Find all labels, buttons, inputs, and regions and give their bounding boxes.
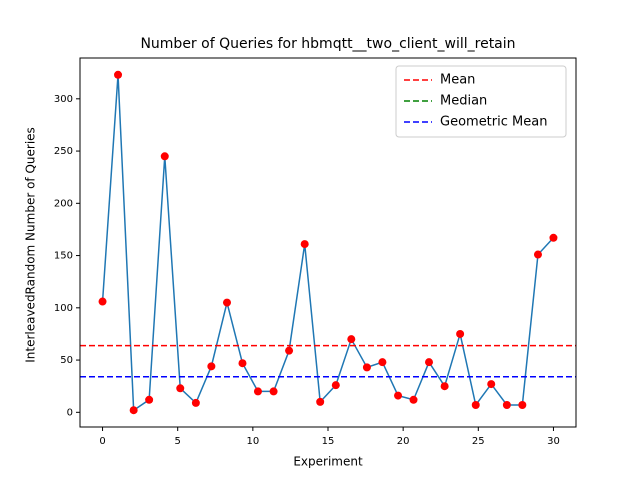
x-tick-label: 15 [322, 436, 335, 447]
data-point [487, 380, 496, 389]
y-tick-label: 300 [54, 94, 73, 105]
legend-box [395, 65, 567, 138]
data-point [129, 406, 138, 415]
data-point [331, 381, 340, 390]
data-point [378, 358, 387, 367]
data-point [471, 401, 480, 410]
chart-title: Number of Queries for hbmqtt__two_client… [140, 36, 515, 52]
data-point [362, 363, 371, 372]
y-tick-label: 250 [54, 146, 73, 157]
data-point [253, 387, 262, 396]
legend-label: Geometric Mean [440, 115, 547, 130]
data-point [98, 297, 107, 306]
y-tick-label: 150 [54, 251, 73, 262]
data-point [533, 250, 542, 259]
data-point [176, 384, 185, 393]
y-tick-label: 50 [60, 355, 73, 366]
x-axis-label: Experiment [293, 455, 363, 469]
x-tick-label: 20 [397, 436, 410, 447]
legend-label: Mean [440, 73, 475, 88]
data-point [316, 397, 325, 406]
data-point [222, 298, 231, 307]
x-tick-label: 25 [472, 436, 485, 447]
data-point [285, 346, 294, 355]
y-tick-label: 200 [54, 198, 73, 209]
data-point [518, 401, 527, 410]
y-tick-label: 0 [67, 407, 73, 418]
data-point [456, 329, 465, 338]
data-point [238, 359, 247, 368]
data-point [191, 398, 200, 407]
data-point [145, 395, 154, 404]
data-point [269, 387, 278, 396]
data-point [425, 358, 434, 367]
x-tick-label: 0 [99, 436, 105, 447]
data-point [300, 240, 309, 249]
data-point [502, 401, 511, 410]
data-point [440, 382, 449, 391]
data-point [409, 395, 418, 404]
data-point [394, 391, 403, 400]
data-point [347, 335, 356, 344]
y-axis-label: InterleavedRandom Number of Queries [24, 127, 38, 363]
data-point [114, 70, 123, 79]
x-tick-label: 10 [246, 436, 259, 447]
data-point [160, 152, 169, 161]
data-point [549, 233, 558, 242]
data-line [101, 74, 555, 412]
data-point [207, 362, 216, 371]
x-tick-label: 5 [175, 436, 181, 447]
legend: Mean Median Geometric Mean [395, 65, 567, 138]
y-tick-label: 100 [54, 303, 73, 314]
plot-frame [79, 57, 577, 428]
x-tick-label: 30 [547, 436, 560, 447]
legend-label: Median [440, 94, 487, 109]
